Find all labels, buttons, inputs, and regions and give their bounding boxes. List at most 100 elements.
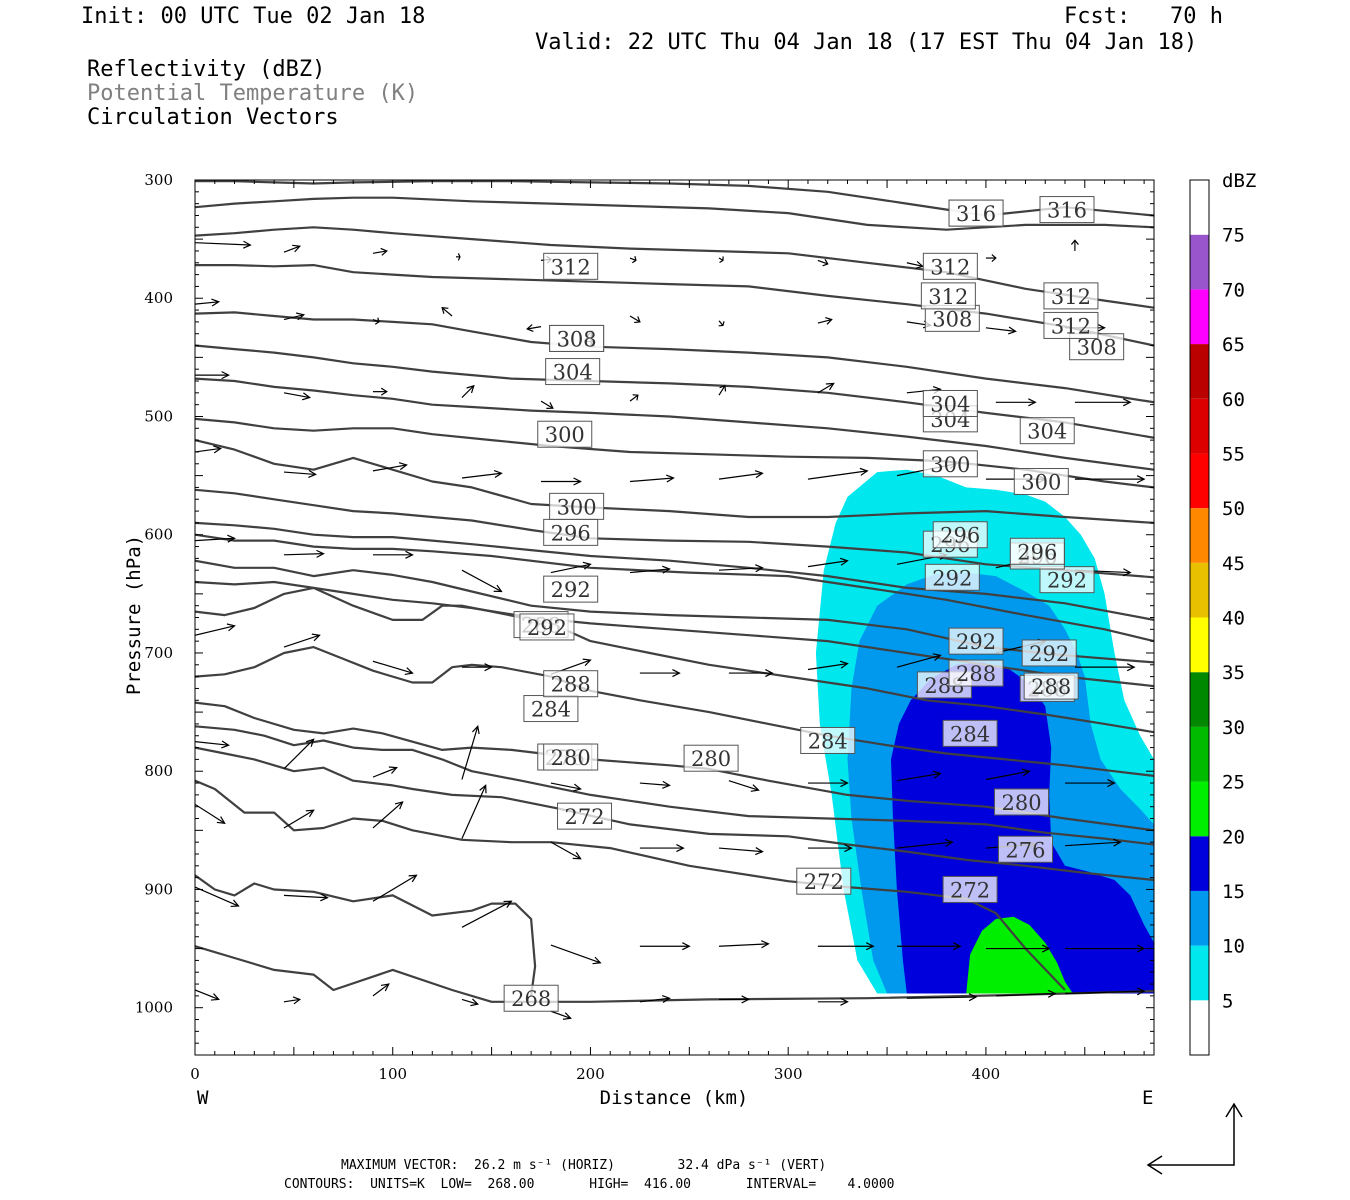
contour-label-312: 312 bbox=[920, 282, 976, 310]
colorbar-label: 40 bbox=[1222, 608, 1245, 630]
colorbar-band bbox=[1190, 234, 1209, 290]
svg-text:272: 272 bbox=[564, 805, 604, 829]
circulation-vector bbox=[372, 874, 418, 902]
svg-text:308: 308 bbox=[932, 307, 972, 331]
contour-label-280: 280 bbox=[683, 744, 739, 772]
circulation-vector bbox=[639, 780, 671, 789]
circulation-vector bbox=[1074, 398, 1132, 407]
circulation-vector bbox=[195, 623, 236, 636]
colorbar-band bbox=[1190, 398, 1209, 454]
circulation-vector bbox=[718, 995, 750, 1004]
y-tick-label: 500 bbox=[144, 407, 173, 425]
circulation-vector bbox=[372, 247, 388, 256]
circulation-vector bbox=[629, 256, 637, 264]
y-tick-label: 800 bbox=[144, 762, 173, 780]
x-tick-labels: 0 100 200 300 400 bbox=[190, 1065, 1000, 1083]
circulation-vector bbox=[372, 983, 390, 997]
contour-label-292: 292 bbox=[1039, 566, 1095, 594]
circulation-vector bbox=[550, 782, 582, 792]
contour-label-288: 288 bbox=[1023, 672, 1079, 700]
contour-label-300: 300 bbox=[922, 450, 978, 478]
x-west-label: W bbox=[197, 1087, 209, 1109]
colorbar-labels: 5 10 15 20 25 30 35 40 45 50 55 60 65 70 75 bbox=[1222, 225, 1245, 1013]
circulation-vector bbox=[985, 944, 1051, 953]
circulation-vector bbox=[817, 316, 833, 325]
circulation-vector bbox=[283, 392, 312, 401]
contour-label-288: 288 bbox=[543, 670, 599, 698]
contour-label-284: 284 bbox=[942, 719, 998, 747]
x-tick-label: 300 bbox=[774, 1065, 803, 1083]
circulation-vector bbox=[283, 549, 325, 558]
contour-label-296: 296 bbox=[1009, 537, 1065, 565]
circulation-vector bbox=[807, 660, 849, 671]
svg-text:296: 296 bbox=[551, 521, 591, 545]
contour-label-292: 292 bbox=[948, 627, 1004, 655]
circulation-vector bbox=[807, 557, 849, 568]
y-tick-label: 300 bbox=[144, 171, 173, 189]
contour-label-292: 292 bbox=[519, 613, 575, 641]
contour-label-276: 276 bbox=[997, 835, 1053, 863]
circulation-vector bbox=[1065, 779, 1116, 788]
axis-ticks bbox=[194, 179, 1154, 1056]
y-tick-label: 600 bbox=[144, 526, 173, 544]
circulation-vector bbox=[728, 669, 774, 678]
circulation-vector bbox=[1065, 944, 1146, 953]
colorbar-label: 25 bbox=[1222, 772, 1245, 794]
colorbar-band bbox=[1190, 945, 1209, 1001]
svg-text:292: 292 bbox=[527, 616, 567, 640]
circulation-vector bbox=[550, 944, 602, 965]
circulation-vector bbox=[461, 784, 487, 839]
contour-label-300: 300 bbox=[537, 420, 593, 448]
svg-text:292: 292 bbox=[551, 578, 591, 602]
contour-label-284: 284 bbox=[800, 726, 856, 754]
svg-text:296: 296 bbox=[1017, 540, 1057, 564]
forecast-hour: Fcst: 70 h bbox=[1064, 4, 1223, 29]
contour-label-308: 308 bbox=[549, 324, 605, 352]
circulation-vector bbox=[372, 462, 408, 472]
colorbar-label: 75 bbox=[1222, 225, 1245, 247]
circulation-vector bbox=[283, 996, 302, 1005]
circulation-vector bbox=[461, 900, 513, 928]
theta-contour-304 bbox=[195, 377, 1154, 471]
svg-text:288: 288 bbox=[551, 673, 591, 697]
colorbar-band bbox=[1190, 508, 1209, 563]
circulation-vector bbox=[372, 766, 398, 778]
svg-text:292: 292 bbox=[956, 630, 996, 654]
svg-text:292: 292 bbox=[1029, 642, 1069, 666]
svg-text:280: 280 bbox=[1001, 791, 1041, 815]
svg-text:272: 272 bbox=[804, 870, 844, 894]
circulation-vector bbox=[526, 324, 542, 333]
colorbar-label: 50 bbox=[1222, 498, 1245, 520]
contour-label-280: 280 bbox=[994, 788, 1050, 816]
colorbar-label: 70 bbox=[1222, 279, 1245, 301]
circulation-vector bbox=[718, 256, 724, 263]
colorbar-band bbox=[1190, 562, 1209, 618]
field-circulation-vectors: Circulation Vectors bbox=[87, 105, 339, 130]
colorbar-label: 65 bbox=[1222, 334, 1245, 356]
svg-text:312: 312 bbox=[1051, 285, 1091, 309]
circulation-vector bbox=[540, 400, 554, 409]
colorbar-title: dBZ bbox=[1222, 170, 1256, 192]
circulation-vector bbox=[456, 253, 461, 261]
theta-contour-300 bbox=[195, 417, 1154, 489]
circulation-vector bbox=[896, 770, 942, 782]
circulation-vector bbox=[985, 254, 997, 262]
theta-contour-284 bbox=[195, 645, 1154, 777]
colorbar-label: 10 bbox=[1222, 936, 1245, 958]
contour-label-316: 316 bbox=[1039, 196, 1095, 224]
circulation-vector bbox=[718, 320, 725, 327]
circulation-vector bbox=[541, 477, 582, 486]
circulation-vector bbox=[817, 997, 849, 1006]
circulation-vector bbox=[985, 326, 1017, 335]
svg-text:304: 304 bbox=[553, 361, 593, 385]
contour-label-312: 312 bbox=[1043, 311, 1099, 339]
field-reflectivity: Reflectivity (dBZ) bbox=[87, 57, 326, 82]
circulation-vector bbox=[283, 633, 321, 648]
circulation-vector bbox=[283, 738, 315, 770]
field-potential-temperature: Potential Temperature (K) bbox=[87, 81, 419, 106]
theta-contour-268 bbox=[195, 945, 1154, 1003]
colorbar-frame bbox=[1189, 179, 1210, 1056]
x-axis-label: Distance (km) bbox=[600, 1087, 749, 1109]
theta-contour-280 bbox=[195, 701, 1154, 832]
colorbar-band bbox=[1190, 1000, 1209, 1055]
